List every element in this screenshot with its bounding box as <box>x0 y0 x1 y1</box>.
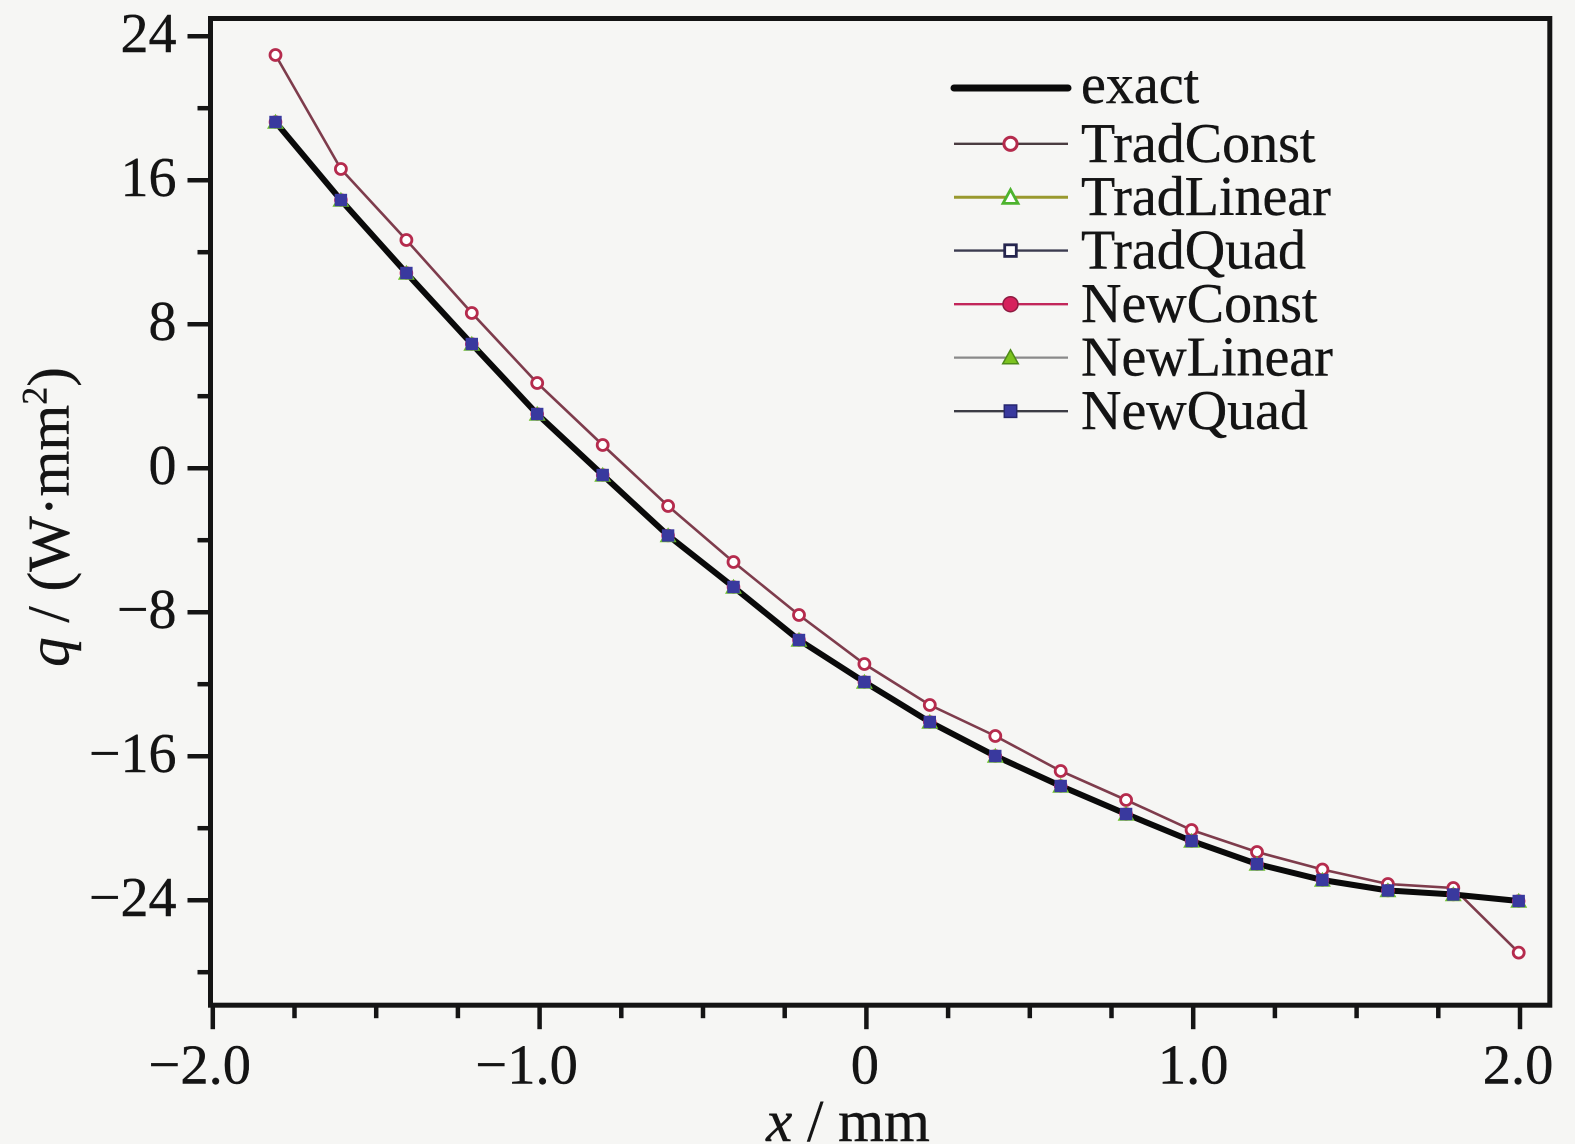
svg-text:24: 24 <box>121 3 177 65</box>
svg-text:0: 0 <box>851 1035 879 1097</box>
svg-text:q / (W·mm2): q / (W·mm2) <box>15 367 82 667</box>
svg-text:1.0: 1.0 <box>1158 1035 1229 1097</box>
svg-text:NewQuad: NewQuad <box>1081 380 1308 442</box>
svg-text:−24: −24 <box>89 867 177 929</box>
svg-text:16: 16 <box>121 147 177 209</box>
svg-text:−1.0: −1.0 <box>475 1035 578 1097</box>
svg-text:TradLinear: TradLinear <box>1081 166 1331 228</box>
svg-text:2.0: 2.0 <box>1483 1035 1554 1097</box>
svg-text:0: 0 <box>149 435 177 497</box>
svg-text:−16: −16 <box>89 723 177 785</box>
svg-text:NewLinear: NewLinear <box>1081 327 1333 389</box>
svg-text:TradConst: TradConst <box>1081 113 1316 175</box>
svg-text:NewConst: NewConst <box>1081 273 1318 335</box>
svg-text:x / mm: x / mm <box>765 1088 930 1144</box>
svg-text:8: 8 <box>149 291 177 353</box>
svg-text:exact: exact <box>1081 54 1200 116</box>
svg-text:−2.0: −2.0 <box>149 1035 252 1097</box>
svg-text:−8: −8 <box>117 579 177 641</box>
svg-text:TradQuad: TradQuad <box>1081 220 1306 282</box>
